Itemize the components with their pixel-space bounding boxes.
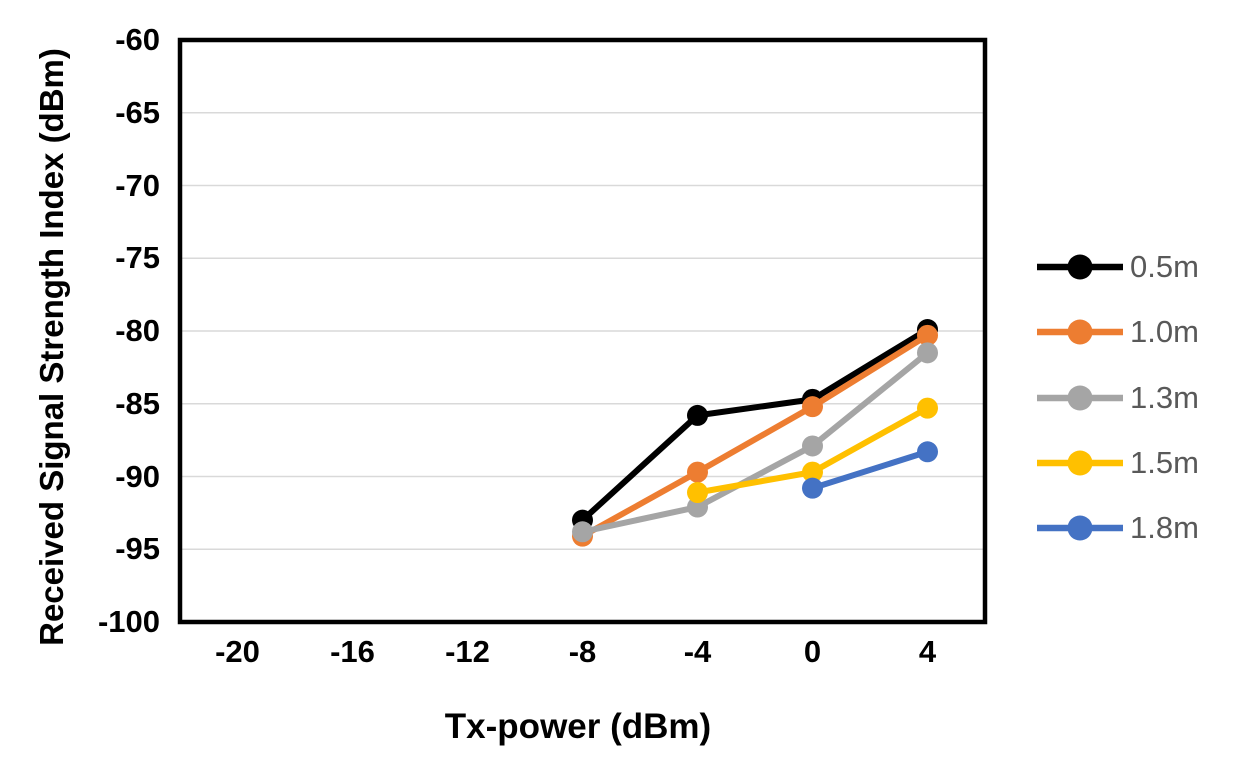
y-tick-label: -70 xyxy=(115,167,160,203)
x-tick-label: -20 xyxy=(215,634,260,669)
legend-label: 1.3m xyxy=(1130,379,1199,415)
y-tick-label: -100 xyxy=(97,604,160,639)
legend-item-0.5m: 0.5m xyxy=(1036,249,1199,284)
legend-label: 1.5m xyxy=(1130,444,1199,480)
legend-item-1.5m: 1.5m xyxy=(1036,444,1199,480)
data-point-marker-1.3m xyxy=(572,521,593,543)
x-tick-label: 4 xyxy=(918,634,937,669)
x-tick-label: 0 xyxy=(803,634,822,669)
data-point-marker-1.0m xyxy=(687,461,708,483)
data-point-marker-1.8m xyxy=(802,477,823,499)
data-point-marker-1.5m xyxy=(802,461,823,483)
legend-item-1.0m: 1.0m xyxy=(1036,314,1199,350)
data-point-marker-1.3m xyxy=(802,435,823,457)
data-point-marker-1.5m xyxy=(687,482,708,504)
y-tick-label: -60 xyxy=(115,22,160,57)
y-tick-label: -95 xyxy=(115,531,160,567)
data-point-marker-1.3m xyxy=(687,496,708,518)
series-line-0.5m xyxy=(579,326,931,524)
y-tick-label: -75 xyxy=(115,240,160,276)
x-tick-label: -4 xyxy=(683,634,712,669)
plot-border xyxy=(177,37,988,625)
data-point-marker-1.8m xyxy=(917,441,938,463)
legend-line-marker-icon xyxy=(1037,385,1123,410)
data-point-marker-0.5m xyxy=(687,404,708,426)
y-tick-label: -90 xyxy=(115,458,160,494)
legend-line-marker-icon xyxy=(1037,319,1123,345)
series-line-1.8m xyxy=(809,448,931,492)
legend-label: 1.0m xyxy=(1130,314,1199,350)
data-point-marker-1.0m xyxy=(802,396,823,418)
data-point-marker-1.0m xyxy=(917,324,938,346)
data-point-marker-1.3m xyxy=(917,342,938,364)
y-tick-label: -65 xyxy=(115,94,160,130)
series-line-1.0m xyxy=(579,332,931,540)
legend-line-marker-icon xyxy=(1037,254,1123,280)
x-axis-title: Tx-power (dBm) xyxy=(444,707,712,746)
x-tick-label: -16 xyxy=(330,634,375,669)
legend-item-1.8m: 1.8m xyxy=(1036,510,1199,545)
legend-line-marker-icon xyxy=(1037,515,1123,541)
x-tick-label: -12 xyxy=(445,634,490,669)
y-tick-label: -85 xyxy=(115,385,160,421)
x-tick-label: -8 xyxy=(568,634,597,669)
legend-line-marker-icon xyxy=(1037,450,1123,476)
legend-label: 0.5m xyxy=(1130,249,1199,284)
data-point-marker-1.5m xyxy=(917,397,938,419)
y-tick-label: -80 xyxy=(115,313,160,348)
series-line-1.3m xyxy=(579,349,931,535)
legend-item-1.3m: 1.3m xyxy=(1036,379,1199,415)
legend-label: 1.8m xyxy=(1130,510,1199,545)
